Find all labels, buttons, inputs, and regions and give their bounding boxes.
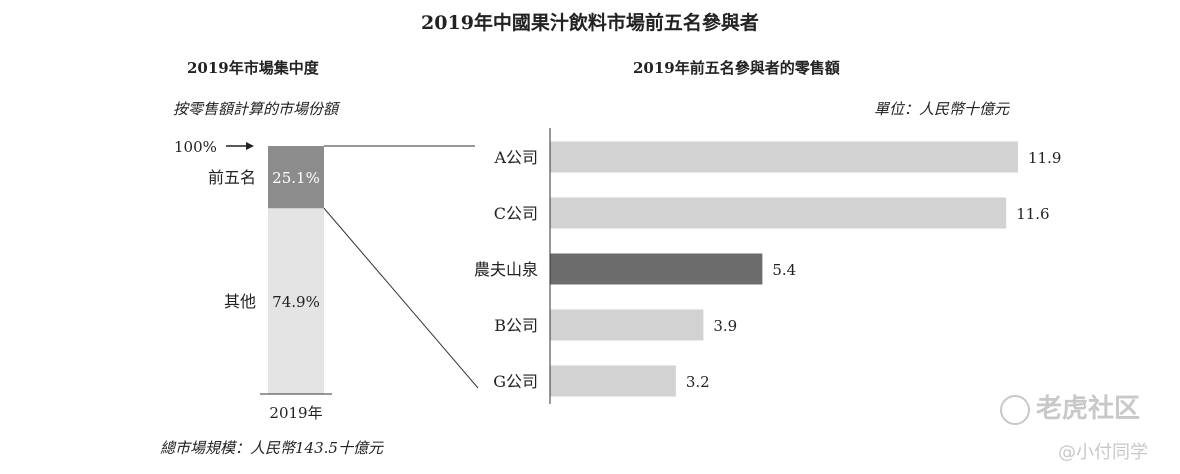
watermark-brand: 老虎社区 xyxy=(1000,388,1140,425)
segment-name-label: 前五名 xyxy=(208,168,256,187)
right-panel-title: 2019年前五名參與者的零售額 xyxy=(633,59,840,77)
market-size-footnote: 總市場規模：人民幣143.5十億元 xyxy=(160,439,383,457)
arrow-right-icon xyxy=(246,142,254,150)
hbar-0 xyxy=(550,141,1018,173)
hbar-4 xyxy=(550,365,676,397)
hbar-value-label: 3.2 xyxy=(686,373,710,391)
hbar-category-label: G公司 xyxy=(493,372,538,391)
hbar-value-label: 11.9 xyxy=(1028,149,1061,167)
hbar-1 xyxy=(550,197,1007,229)
hbar-category-label: C公司 xyxy=(494,204,538,223)
hbar-3 xyxy=(550,309,704,341)
hbar-value-label: 3.9 xyxy=(713,317,737,335)
hbar-value-label: 5.4 xyxy=(772,261,796,279)
hbar-category-label: 農夫山泉 xyxy=(474,260,538,279)
stacked-bar-segment-1 xyxy=(268,146,324,209)
watermark-logo-icon xyxy=(1000,394,1030,425)
hbar-2 xyxy=(550,253,763,285)
segment-name-label: 其他 xyxy=(224,292,256,311)
hbar-value-label: 11.6 xyxy=(1016,205,1049,223)
unit-label: 單位：人民幣十億元 xyxy=(874,100,1010,118)
hbar-category-label: B公司 xyxy=(494,316,538,335)
watermark-brand-text: 老虎社区 xyxy=(1036,394,1141,424)
hbar-category-label: A公司 xyxy=(493,148,538,167)
connector-line-bottom xyxy=(323,207,479,389)
chart-title: 2019年中國果汁飲料市場前五名參與者 xyxy=(421,12,759,34)
watermark-user: @小付同学 xyxy=(1058,442,1148,463)
left-panel-subtitle: 按零售額計算的市場份額 xyxy=(173,100,339,118)
segment-value-label: 25.1% xyxy=(272,169,320,187)
percent-100-label: 100% xyxy=(174,138,217,156)
stacked-category-label: 2019年 xyxy=(269,404,322,422)
stacked-bar-segment-0 xyxy=(268,208,324,394)
segment-value-label: 74.9% xyxy=(272,293,320,311)
left-panel-title: 2019年市場集中度 xyxy=(187,59,319,77)
